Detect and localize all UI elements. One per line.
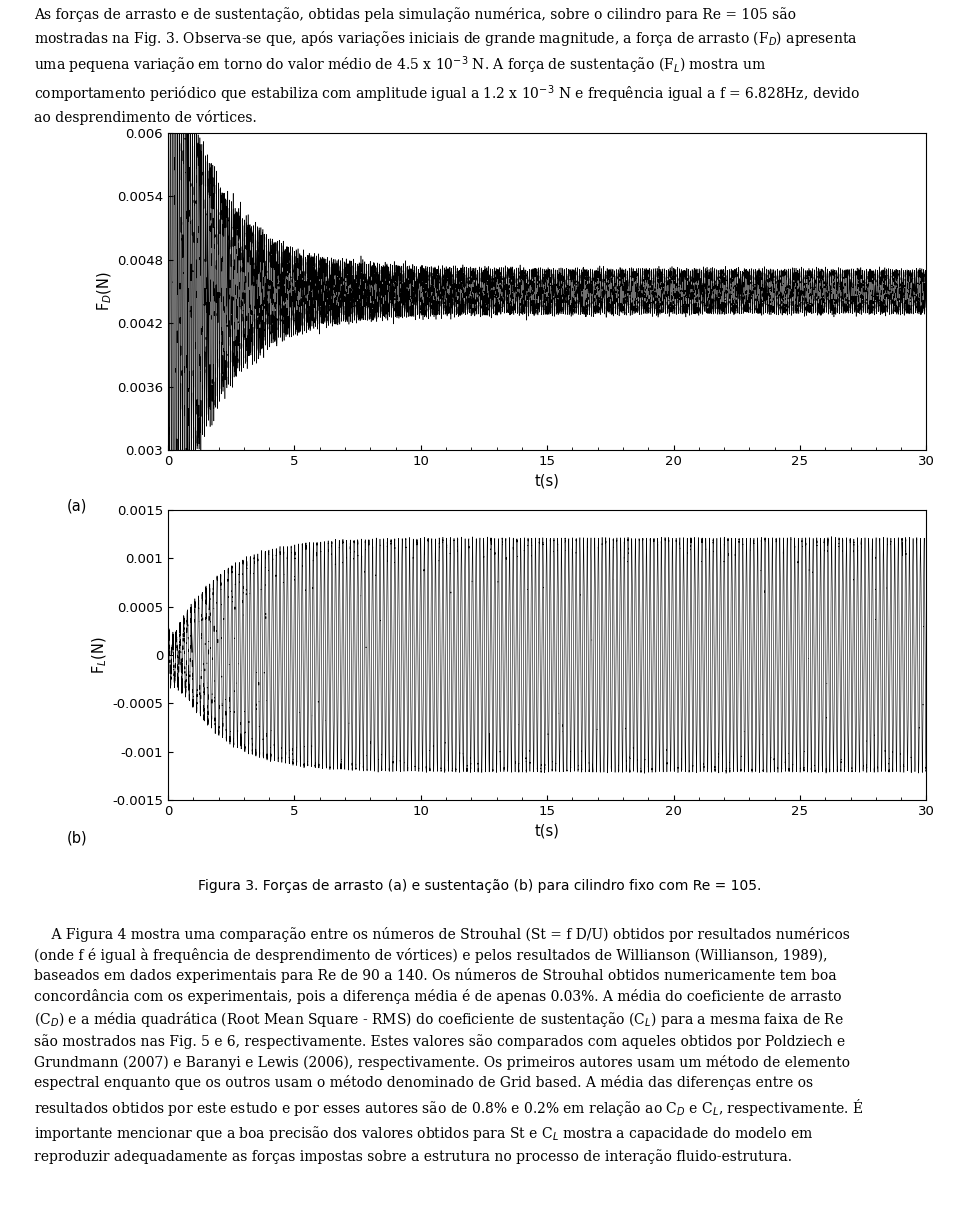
Text: (b): (b) — [66, 830, 87, 845]
X-axis label: t(s): t(s) — [535, 473, 560, 488]
X-axis label: t(s): t(s) — [535, 823, 560, 839]
Text: Figura 3. Forças de arrasto (a) e sustentação (b) para cilindro fixo com Re = 10: Figura 3. Forças de arrasto (a) e susten… — [199, 879, 761, 894]
Text: As forças de arrasto e de sustentação, obtidas pela simulação numérica, sobre o : As forças de arrasto e de sustentação, o… — [34, 7, 860, 125]
Text: (a): (a) — [66, 499, 87, 514]
Y-axis label: F$_L$(N): F$_L$(N) — [91, 636, 109, 674]
Y-axis label: F$_D$(N): F$_D$(N) — [96, 272, 114, 312]
Text: A Figura 4 mostra uma comparação entre os números de Strouhal (St = f D/U) obtid: A Figura 4 mostra uma comparação entre o… — [34, 927, 863, 1164]
